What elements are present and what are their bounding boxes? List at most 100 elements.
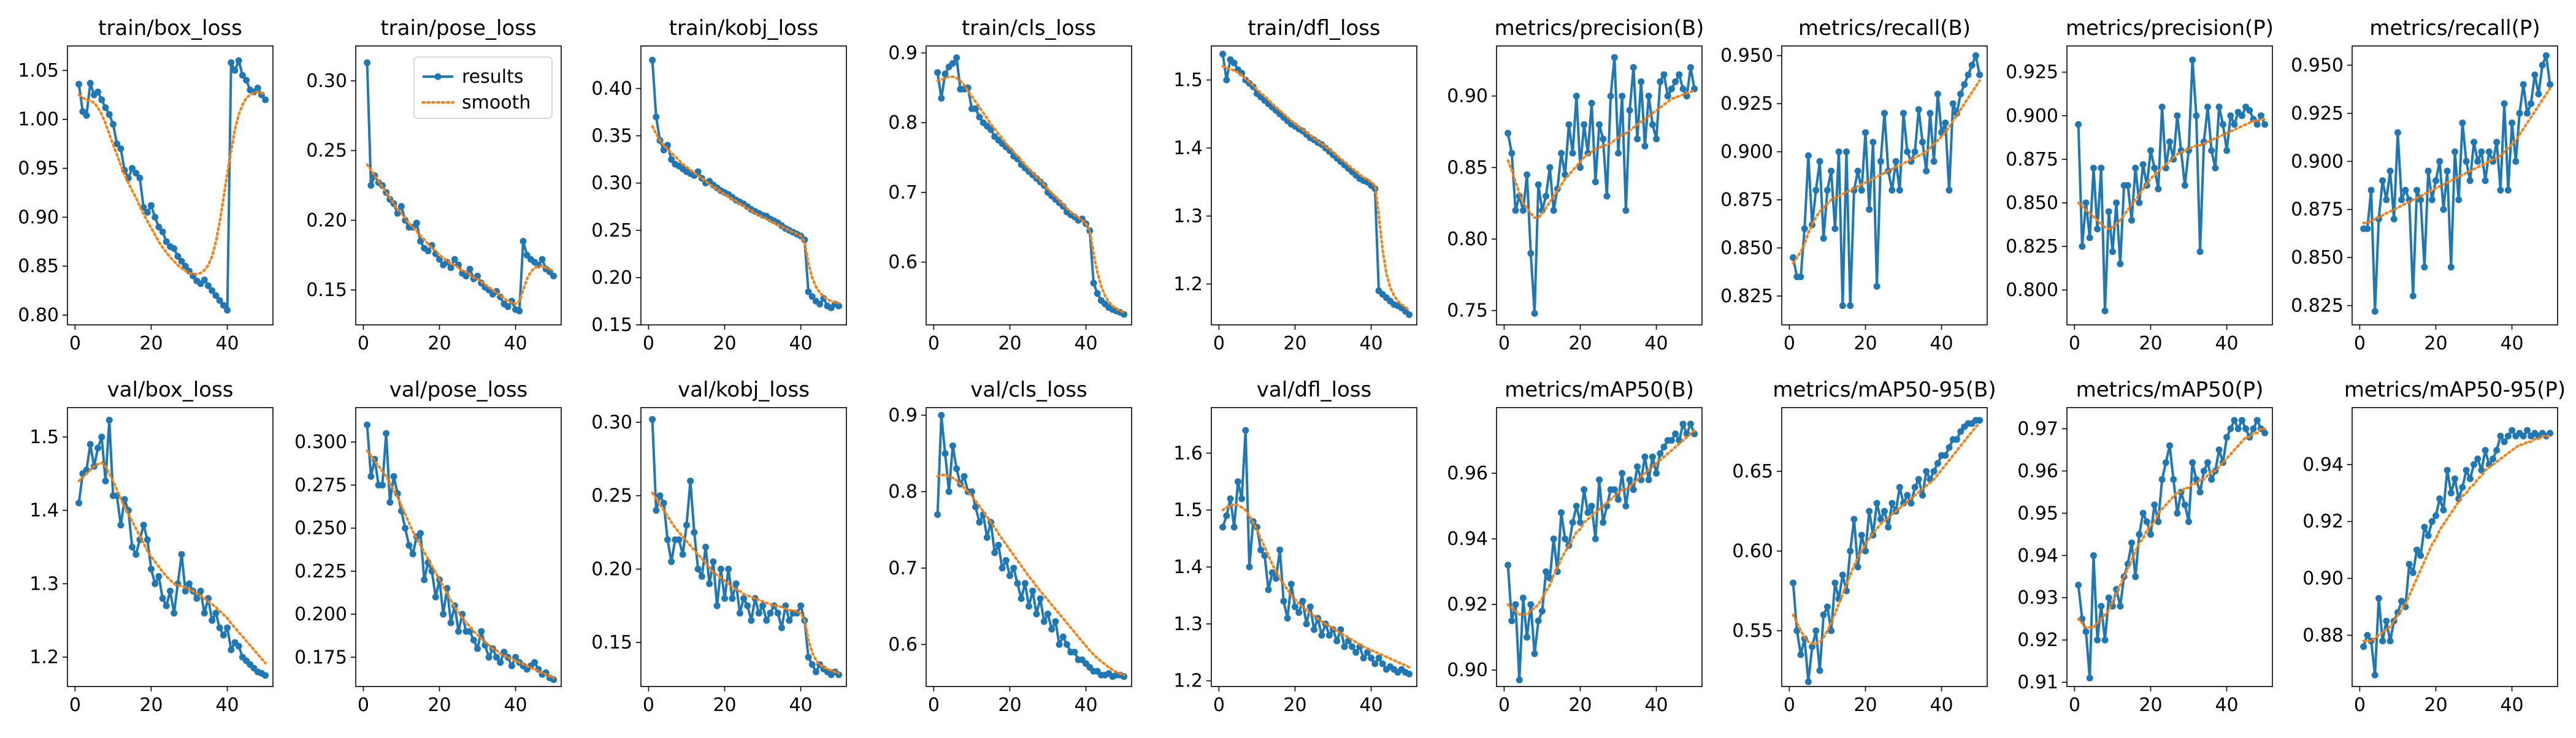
results-point [2079,243,2086,250]
results-point [808,661,816,668]
results-point [1881,508,1888,515]
subplot-metrics-map50-95-b: metrics/mAP50-95(B) 0 20 40 0.55 0.60 0.65 [1732,378,1996,716]
y-tick-label: 0.94 [1447,528,1488,550]
results-point [945,488,953,495]
y-tick-label: 0.96 [2017,460,2058,482]
results-point [1596,121,1603,128]
y-tick-label: 0.850 [2291,247,2344,268]
results-point [1816,667,1823,674]
y-tick-label: 0.90 [1447,86,1488,107]
results-point [2547,81,2554,88]
results-point [2139,509,2147,517]
y-tick-label: 0.15 [591,314,632,336]
results-point [1265,586,1272,593]
x-tick-label: 0 [69,333,81,354]
results-point [417,530,424,537]
y-tick-label: 0.825 [2291,295,2344,317]
results-point [2409,569,2417,576]
results-point [2250,425,2257,432]
results-point [1052,618,1059,625]
results-point [1854,563,1861,571]
results-point [466,265,473,273]
results-point [1926,476,1934,483]
results-point [493,653,500,661]
results-point [1121,673,1128,680]
results-point [550,272,558,280]
axes-frame [1781,407,1988,687]
results-point [1246,563,1253,571]
results-point [243,77,250,84]
results-point [683,522,690,529]
results-point [197,587,204,595]
results-point [132,170,140,177]
y-tick-label: 0.80 [1447,229,1488,250]
results-point [1546,164,1554,171]
results-point [1676,71,1683,78]
results-point [2189,459,2196,466]
x-tick-label: 20 [2139,694,2162,716]
results-point [1311,626,1317,633]
x-tick-label: 20 [713,694,736,716]
results-point [2155,185,2162,192]
results-point [2139,161,2147,168]
results-point [1261,552,1268,559]
axes-frame [2352,407,2558,687]
results-point [86,441,94,448]
results-point [1683,93,1690,100]
results-point [1900,110,1907,117]
results-point [1306,603,1314,611]
results-point [1664,93,1671,100]
results-point [2181,182,2188,189]
results-point [508,662,515,669]
results-point [151,213,159,221]
results-point [516,307,523,314]
results-point [2166,442,2173,449]
results-point [653,507,660,514]
y-tick-label: 0.825 [2006,236,2058,257]
results-point [1866,206,1873,213]
results-point [2215,104,2223,110]
results-point [1862,129,1869,136]
results-point [1823,603,1831,611]
results-point [1831,225,1839,232]
x-tick-label: 40 [1644,333,1668,354]
results-point [2425,532,2432,539]
results-point [2539,61,2546,69]
y-tick-label: 0.200 [294,604,347,625]
x-tick-label: 40 [1644,694,1668,716]
y-tick-label: 0.25 [591,485,632,507]
results-point [808,293,816,300]
x-tick-label: 0 [2354,694,2366,716]
subplot-train-kobj-loss: train/kobj_loss 0 20 40 0.15 0.20 0.25 0.30 0.35… [591,16,847,354]
results-point [2474,455,2482,463]
results-point [2490,455,2496,463]
results-point [1033,611,1040,618]
results-point [1234,478,1241,485]
series-results-line [936,414,1125,678]
subplot-title: val/box_loss [107,378,234,402]
results-point [117,522,125,529]
results-point [2208,147,2215,154]
x-tick-label: 20 [1568,694,1592,716]
y-tick-label: 0.300 [294,432,347,453]
results-point [2223,147,2231,154]
results-point [2542,52,2550,59]
results-point [1619,470,1626,477]
results-point [1284,615,1291,622]
y-tick-label: 0.925 [2291,103,2344,124]
results-point [148,202,155,209]
results-point [2509,120,2516,126]
results-point [1968,61,1976,69]
results-point [2174,509,2181,517]
results-point [212,292,220,299]
y-tick-label: 1.4 [29,500,59,522]
results-point [1835,148,1842,156]
y-tick-label: 0.96 [1447,463,1488,484]
results-point [767,609,774,617]
y-tick-label: 0.25 [591,220,632,242]
series-smooth-line [77,461,267,664]
results-point [2155,518,2162,525]
results-point [653,113,660,121]
results-point [649,56,656,64]
